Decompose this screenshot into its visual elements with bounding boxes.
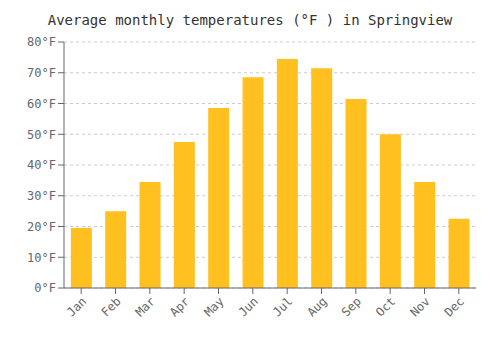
- svg-text:Jan: Jan: [64, 294, 89, 319]
- svg-text:10°F: 10°F: [27, 251, 56, 265]
- svg-text:Nov: Nov: [407, 294, 432, 319]
- svg-text:Sep: Sep: [339, 294, 364, 319]
- svg-text:80°F: 80°F: [27, 35, 56, 49]
- svg-text:Mar: Mar: [133, 294, 158, 319]
- svg-text:60°F: 60°F: [27, 97, 56, 111]
- svg-text:70°F: 70°F: [27, 66, 56, 80]
- svg-text:Oct: Oct: [373, 294, 398, 319]
- svg-text:May: May: [201, 294, 226, 319]
- svg-text:0°F: 0°F: [34, 281, 56, 295]
- svg-text:40°F: 40°F: [27, 158, 56, 172]
- html-text:Average monthly temperatures (: Average monthly temperatures (°F ) in Sp…: [47, 12, 453, 28]
- svg-text:Apr: Apr: [167, 294, 192, 319]
- svg-text:20°F: 20°F: [27, 220, 56, 234]
- svg-text:Feb: Feb: [98, 294, 123, 319]
- svg-text:Dec: Dec: [442, 294, 467, 319]
- svg-text:30°F: 30°F: [27, 189, 56, 203]
- svg-text:50°F: 50°F: [27, 128, 56, 142]
- svg-text:Jun: Jun: [236, 294, 261, 319]
- svg-text:Jul: Jul: [270, 294, 295, 319]
- svg-text:Aug: Aug: [304, 294, 329, 319]
